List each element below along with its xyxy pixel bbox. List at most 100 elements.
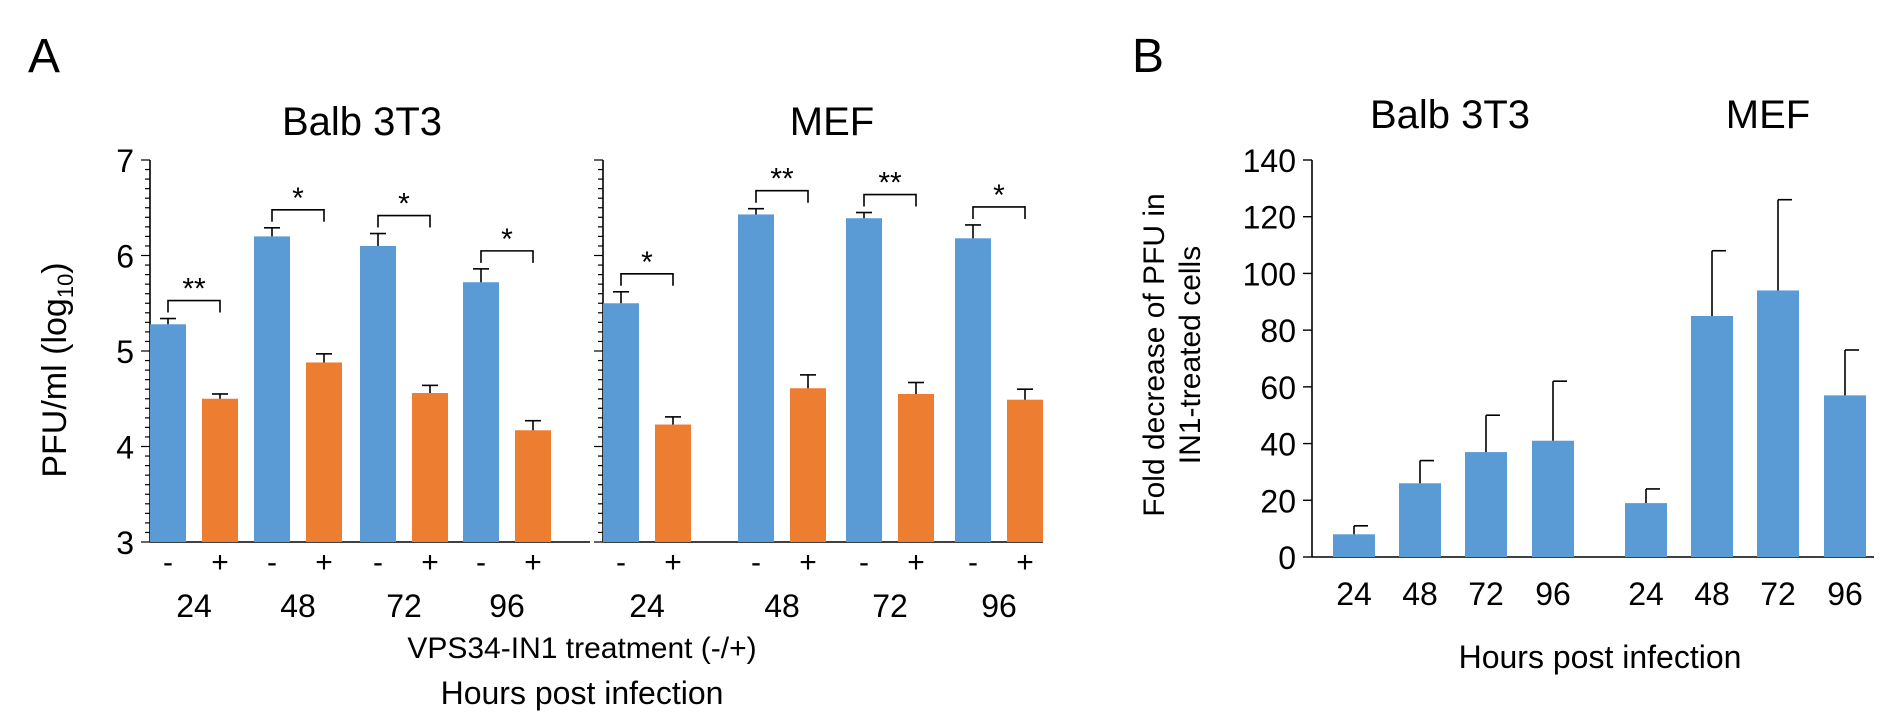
panel-a-xlabel-hours: Hours post infection <box>441 675 724 711</box>
panel-b-category-label: 96 <box>1535 576 1571 612</box>
plus-sign: + <box>524 546 542 579</box>
minus-sign: - <box>751 546 761 579</box>
significance-bracket <box>167 299 221 313</box>
significance-marker: ** <box>770 163 794 196</box>
mef-bar <box>603 303 639 542</box>
mef-category-label: 72 <box>872 588 908 624</box>
panel-a-xlabel-treatment: VPS34-IN1 treatment (-/+) <box>407 632 756 665</box>
y-tick-label: 4 <box>116 430 134 466</box>
panel-b-bar <box>1532 440 1574 557</box>
panel-b-bar <box>1757 290 1799 557</box>
significance-marker: * <box>993 179 1005 212</box>
balb-chart-title: Balb 3T3 <box>282 100 442 144</box>
mef-category-label: 48 <box>764 588 800 624</box>
panel-b-bar <box>1824 395 1866 557</box>
panel-b-category-label: 24 <box>1336 576 1372 612</box>
mef-bar <box>846 218 882 542</box>
y-tick-label: 5 <box>116 334 134 370</box>
panel-b-xlabel: Hours post infection <box>1459 639 1742 675</box>
mef-bar <box>898 393 934 542</box>
significance-bracket <box>620 272 674 286</box>
mef-chart-title: MEF <box>790 100 874 144</box>
significance-bracket <box>863 193 917 207</box>
minus-sign: - <box>859 546 869 579</box>
significance-marker: ** <box>182 273 206 306</box>
mef-bar <box>655 424 691 542</box>
balb-bar <box>515 430 551 542</box>
mef-category-label: 96 <box>981 588 1017 624</box>
significance-marker: ** <box>878 167 902 200</box>
panel-b-y-tick-label: 0 <box>1278 540 1296 576</box>
panel-b-y-tick-label: 80 <box>1260 313 1296 349</box>
mef-bar <box>955 238 991 542</box>
panel-b-y-tick-label: 60 <box>1260 370 1296 406</box>
mef-bar <box>1007 399 1043 542</box>
balb-bar <box>463 282 499 542</box>
minus-sign: - <box>968 546 978 579</box>
panel-b-bar <box>1691 315 1733 557</box>
balb-bar <box>306 362 342 542</box>
panel-b-y-tick-label: 20 <box>1260 483 1296 519</box>
mef-bar <box>790 388 826 542</box>
balb-bar <box>254 236 290 542</box>
panel-b-y-tick-label: 140 <box>1243 143 1296 179</box>
panel-b-ylabel-line2: IN1-treated cells <box>1174 246 1207 464</box>
panel-b-y-tick-label: 100 <box>1243 256 1296 292</box>
panel-b-y-tick-label: 120 <box>1243 200 1296 236</box>
mef-bar <box>738 214 774 542</box>
significance-bracket <box>755 189 809 203</box>
balb-category-label: 72 <box>386 588 422 624</box>
panel-b-bar <box>1465 452 1507 557</box>
panel-b-category-label: 72 <box>1468 576 1504 612</box>
minus-sign: - <box>476 546 486 579</box>
panel-b-bar <box>1333 534 1375 557</box>
panel-a-letter: A <box>28 30 60 83</box>
significance-bracket <box>271 209 325 222</box>
plus-sign: + <box>664 546 682 579</box>
significance-marker: * <box>641 246 653 279</box>
y-tick-label: 6 <box>116 239 134 275</box>
significance-marker: * <box>398 188 410 221</box>
minus-sign: - <box>163 546 173 579</box>
balb-category-label: 48 <box>280 588 316 624</box>
panel-b-title-mef: MEF <box>1726 93 1810 137</box>
panel-b-category-label: 96 <box>1827 576 1863 612</box>
significance-marker: * <box>292 182 304 215</box>
panel-b-ylabel-line1: Fold decrease of PFU in <box>1138 193 1171 516</box>
panel-b-letter: B <box>1132 30 1164 83</box>
balb-bar <box>412 393 448 542</box>
panel-b-y-tick-label: 40 <box>1260 427 1296 463</box>
panel-b-category-label: 48 <box>1402 576 1438 612</box>
minus-sign: - <box>267 546 277 579</box>
plus-sign: + <box>907 546 925 579</box>
panel-b-category-label: 24 <box>1628 576 1664 612</box>
panel-b-bar <box>1399 483 1441 557</box>
panel-b-bar <box>1625 503 1667 557</box>
plus-sign: + <box>421 546 439 579</box>
panel-b-title-balb: Balb 3T3 <box>1370 93 1530 137</box>
significance-bracket <box>480 250 534 263</box>
minus-sign: - <box>616 546 626 579</box>
significance-marker: * <box>501 223 513 256</box>
balb-category-label: 24 <box>176 588 212 624</box>
balb-bar <box>202 398 238 542</box>
panel-b-category-label: 72 <box>1760 576 1796 612</box>
plus-sign: + <box>315 546 333 579</box>
minus-sign: - <box>373 546 383 579</box>
balb-bar <box>150 324 186 542</box>
y-tick-label: 7 <box>116 143 134 179</box>
plus-sign: + <box>799 546 817 579</box>
panel-b-plot: 0 20 40 60 80 100 120 140 24 48 72 96 24 48 72 96 <box>1243 143 1874 612</box>
panel-a-ylabel: PFU/ml (log10) <box>36 262 78 477</box>
mef-plot: - +*24- +**48- +**72- +*96 <box>594 159 1043 624</box>
balb-bar <box>360 245 396 542</box>
significance-bracket <box>972 206 1026 219</box>
y-tick-label: 3 <box>116 525 134 561</box>
mef-category-label: 24 <box>629 588 665 624</box>
plus-sign: + <box>1016 546 1034 579</box>
plus-sign: + <box>211 546 229 579</box>
panel-b-category-label: 48 <box>1694 576 1730 612</box>
